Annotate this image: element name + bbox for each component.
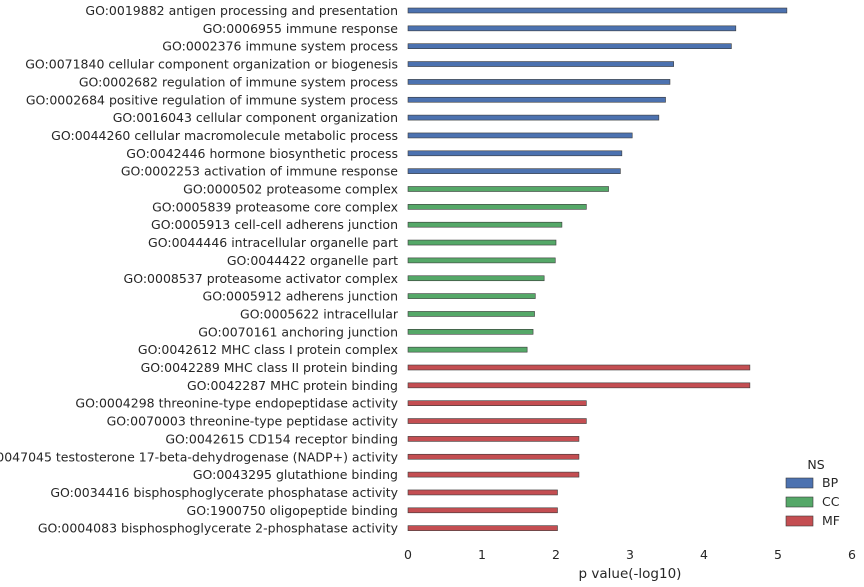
bar-mf bbox=[407, 471, 580, 478]
x-tick-label: 5 bbox=[774, 547, 782, 562]
category-label: GO:0044422 organelle part bbox=[227, 253, 398, 268]
bar-cc bbox=[407, 311, 535, 317]
x-axis-ticks: 0 1 2 3 4 5 6 bbox=[404, 547, 856, 562]
bar-bp bbox=[407, 132, 633, 139]
bar-bp bbox=[407, 168, 621, 174]
bar-bp bbox=[407, 150, 623, 157]
bar-mf bbox=[407, 489, 558, 496]
category-label: GO:0002376 immune system process bbox=[162, 39, 398, 54]
bar-bp bbox=[407, 25, 737, 32]
bar-cc bbox=[407, 275, 545, 282]
legend-swatch-cc bbox=[785, 496, 814, 508]
category-label: GO:0004083 bisphosphoglycerate 2-phospha… bbox=[38, 521, 399, 536]
bar-cc bbox=[407, 186, 609, 192]
category-label: GO:0042612 MHC class I protein complex bbox=[138, 342, 398, 357]
category-label: GO:0071840 cellular component organizati… bbox=[25, 57, 398, 72]
legend-title: NS bbox=[807, 457, 824, 472]
bar-cc bbox=[407, 204, 587, 210]
x-tick-label: 2 bbox=[552, 547, 560, 562]
category-label: GO:0008537 proteasome activator complex bbox=[124, 271, 398, 286]
category-label: GO:0016043 cellular component organizati… bbox=[113, 110, 398, 125]
bar-bp bbox=[407, 7, 788, 14]
category-label: GO:0042289 MHC class II protein binding bbox=[141, 360, 398, 375]
x-tick-label: 3 bbox=[626, 547, 634, 562]
bar-bp bbox=[407, 43, 732, 50]
category-label: GO:0002253 activation of immune response bbox=[121, 164, 398, 179]
bar-bp bbox=[407, 96, 666, 103]
category-label: GO:0005622 intracellular bbox=[240, 306, 399, 321]
category-label: GO:0005839 proteasome core complex bbox=[152, 199, 398, 214]
bar-mf bbox=[407, 382, 751, 389]
x-tick-label: 1 bbox=[478, 547, 486, 562]
legend-swatch-mf bbox=[785, 515, 814, 527]
category-labels: GO:0019882 antigen processing and presen… bbox=[0, 3, 399, 536]
category-label: GO:0044260 cellular macromolecule metabo… bbox=[51, 128, 398, 143]
category-label: GO:0043295 glutathione binding bbox=[193, 467, 398, 482]
category-label: GO:1900750 oligopeptide binding bbox=[187, 503, 398, 518]
category-label: GO:0042615 CD154 receptor binding bbox=[165, 431, 398, 446]
category-label: GO:0034416 bisphosphoglycerate phosphata… bbox=[50, 485, 398, 500]
category-label: GO:0002684 positive regulation of immune… bbox=[26, 92, 398, 107]
bars-layer bbox=[407, 7, 788, 531]
category-label: GO:0044446 intracellular organelle part bbox=[148, 235, 398, 250]
bar-mf bbox=[407, 400, 587, 407]
bar-mf bbox=[407, 418, 587, 424]
bar-mf bbox=[407, 507, 558, 514]
x-axis-label: p value(-log10) bbox=[579, 566, 682, 582]
category-label: GO:0005913 cell-cell adherens junction bbox=[151, 217, 398, 232]
bar-mf bbox=[407, 525, 558, 531]
category-label: GO:0000502 proteasome complex bbox=[183, 182, 398, 197]
category-label: GO:0042446 hormone biosynthetic process bbox=[126, 146, 398, 161]
category-label: GO:0019882 antigen processing and presen… bbox=[85, 3, 398, 18]
legend: NS BP CC MF bbox=[785, 457, 840, 528]
legend-label-bp: BP bbox=[822, 475, 839, 490]
legend-label-mf: MF bbox=[822, 513, 840, 528]
bar-mf bbox=[407, 436, 580, 442]
bar-mf bbox=[407, 364, 751, 371]
legend-label-cc: CC bbox=[822, 494, 840, 509]
category-label: GO:0002682 regulation of immune system p… bbox=[79, 74, 398, 89]
category-label: GO:0047045 testosterone 17-beta-dehydrog… bbox=[0, 449, 399, 464]
bar-bp bbox=[407, 61, 674, 67]
category-label: GO:0070161 anchoring junction bbox=[198, 324, 398, 339]
legend-entries: BP CC MF bbox=[785, 475, 840, 528]
x-tick-label: 0 bbox=[404, 547, 412, 562]
legend-swatch-bp bbox=[785, 477, 814, 489]
bar-cc bbox=[407, 257, 556, 264]
bar-mf bbox=[407, 453, 580, 460]
category-label: GO:0070003 threonine-type peptidase acti… bbox=[107, 414, 399, 429]
bar-cc bbox=[407, 346, 528, 353]
bar-bp bbox=[407, 79, 671, 85]
category-label: GO:0004298 threonine-type endopeptidase … bbox=[75, 396, 398, 411]
category-label: GO:0042287 MHC protein binding bbox=[187, 378, 398, 393]
bar-cc bbox=[407, 328, 534, 335]
bar-cc bbox=[407, 221, 563, 228]
x-tick-label: 6 bbox=[848, 547, 856, 562]
bar-cc bbox=[407, 239, 557, 246]
category-label: GO:0006955 immune response bbox=[203, 21, 399, 36]
bar-cc bbox=[407, 293, 536, 299]
x-tick-label: 4 bbox=[700, 547, 708, 562]
bar-bp bbox=[407, 114, 660, 121]
category-label: GO:0005912 adherens junction bbox=[203, 289, 398, 304]
